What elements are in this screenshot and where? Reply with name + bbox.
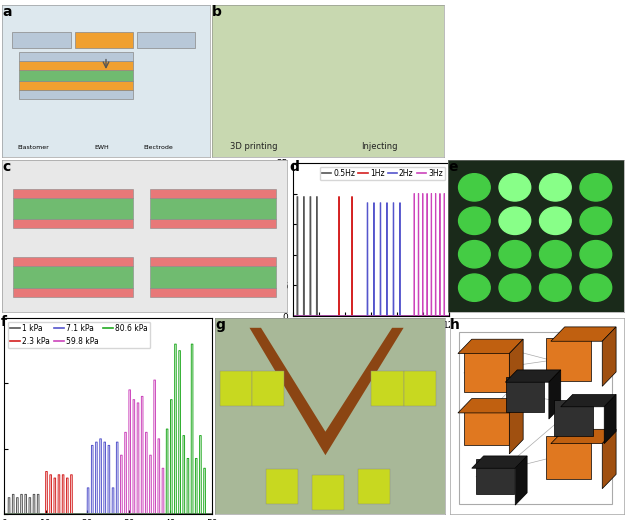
Text: g: g: [215, 318, 225, 332]
Polygon shape: [604, 395, 616, 444]
Y-axis label: $V_{oc}$ (V): $V_{oc}$ (V): [257, 223, 271, 256]
Circle shape: [540, 207, 571, 235]
Bar: [476, 459, 515, 495]
Bar: [19, 90, 133, 99]
Polygon shape: [602, 430, 616, 489]
Circle shape: [540, 241, 571, 268]
Polygon shape: [250, 328, 404, 455]
Polygon shape: [510, 339, 523, 399]
Circle shape: [540, 274, 571, 302]
Bar: [252, 371, 284, 406]
Text: Elastomer: Elastomer: [18, 146, 49, 150]
Text: a: a: [2, 5, 11, 19]
Circle shape: [499, 241, 531, 268]
Polygon shape: [458, 399, 523, 413]
Bar: [312, 475, 344, 510]
Bar: [150, 189, 275, 198]
Bar: [265, 469, 298, 504]
Bar: [150, 266, 275, 288]
Bar: [404, 371, 436, 406]
Circle shape: [499, 274, 531, 302]
Circle shape: [459, 241, 490, 268]
Bar: [13, 219, 133, 228]
X-axis label: Time (S): Time (S): [351, 335, 391, 345]
Polygon shape: [505, 370, 561, 382]
Circle shape: [499, 207, 531, 235]
Legend: 0.5Hz, 1Hz, 2Hz, 3Hz: 0.5Hz, 1Hz, 2Hz, 3Hz: [320, 167, 445, 180]
Text: EWH: EWH: [95, 146, 109, 150]
Circle shape: [580, 274, 612, 302]
Text: 3D printing: 3D printing: [230, 142, 277, 151]
Circle shape: [580, 174, 612, 201]
Text: Injecting: Injecting: [361, 142, 398, 151]
Polygon shape: [551, 430, 616, 444]
Circle shape: [459, 174, 490, 201]
Polygon shape: [510, 399, 523, 454]
Bar: [464, 349, 509, 393]
Text: c: c: [2, 160, 10, 174]
Bar: [74, 32, 133, 47]
Bar: [220, 371, 252, 406]
Bar: [150, 198, 275, 219]
Bar: [546, 436, 591, 479]
Polygon shape: [472, 456, 527, 468]
Legend: 1 kPa, 2.3 kPa, 7.1 kPa, 59.8 kPa, 80.6 kPa: 1 kPa, 2.3 kPa, 7.1 kPa, 59.8 kPa, 80.6 …: [8, 322, 150, 348]
Bar: [19, 70, 133, 81]
Bar: [150, 219, 275, 228]
Bar: [150, 288, 275, 297]
Polygon shape: [551, 327, 616, 341]
Text: b: b: [212, 5, 222, 19]
Bar: [506, 377, 544, 412]
Bar: [464, 406, 509, 446]
Text: f: f: [1, 316, 7, 329]
Bar: [19, 52, 133, 61]
Circle shape: [580, 241, 612, 268]
Text: Electrode: Electrode: [143, 146, 173, 150]
Bar: [137, 32, 195, 47]
Bar: [150, 257, 275, 266]
Polygon shape: [458, 339, 523, 354]
Polygon shape: [602, 327, 616, 386]
Bar: [371, 371, 404, 406]
Polygon shape: [515, 456, 527, 505]
Polygon shape: [549, 370, 561, 419]
Bar: [13, 32, 71, 47]
Text: e: e: [448, 160, 458, 174]
Bar: [555, 400, 593, 436]
Bar: [13, 288, 133, 297]
Circle shape: [580, 207, 612, 235]
Circle shape: [459, 207, 490, 235]
Text: h: h: [450, 318, 460, 332]
Bar: [357, 469, 390, 504]
Text: d: d: [290, 160, 300, 174]
Circle shape: [499, 174, 531, 201]
Bar: [19, 81, 133, 90]
Bar: [13, 198, 133, 219]
Bar: [546, 337, 591, 381]
Bar: [13, 189, 133, 198]
Circle shape: [459, 274, 490, 302]
Polygon shape: [561, 395, 616, 407]
Bar: [13, 266, 133, 288]
Circle shape: [540, 174, 571, 201]
Bar: [19, 61, 133, 70]
Bar: [13, 257, 133, 266]
